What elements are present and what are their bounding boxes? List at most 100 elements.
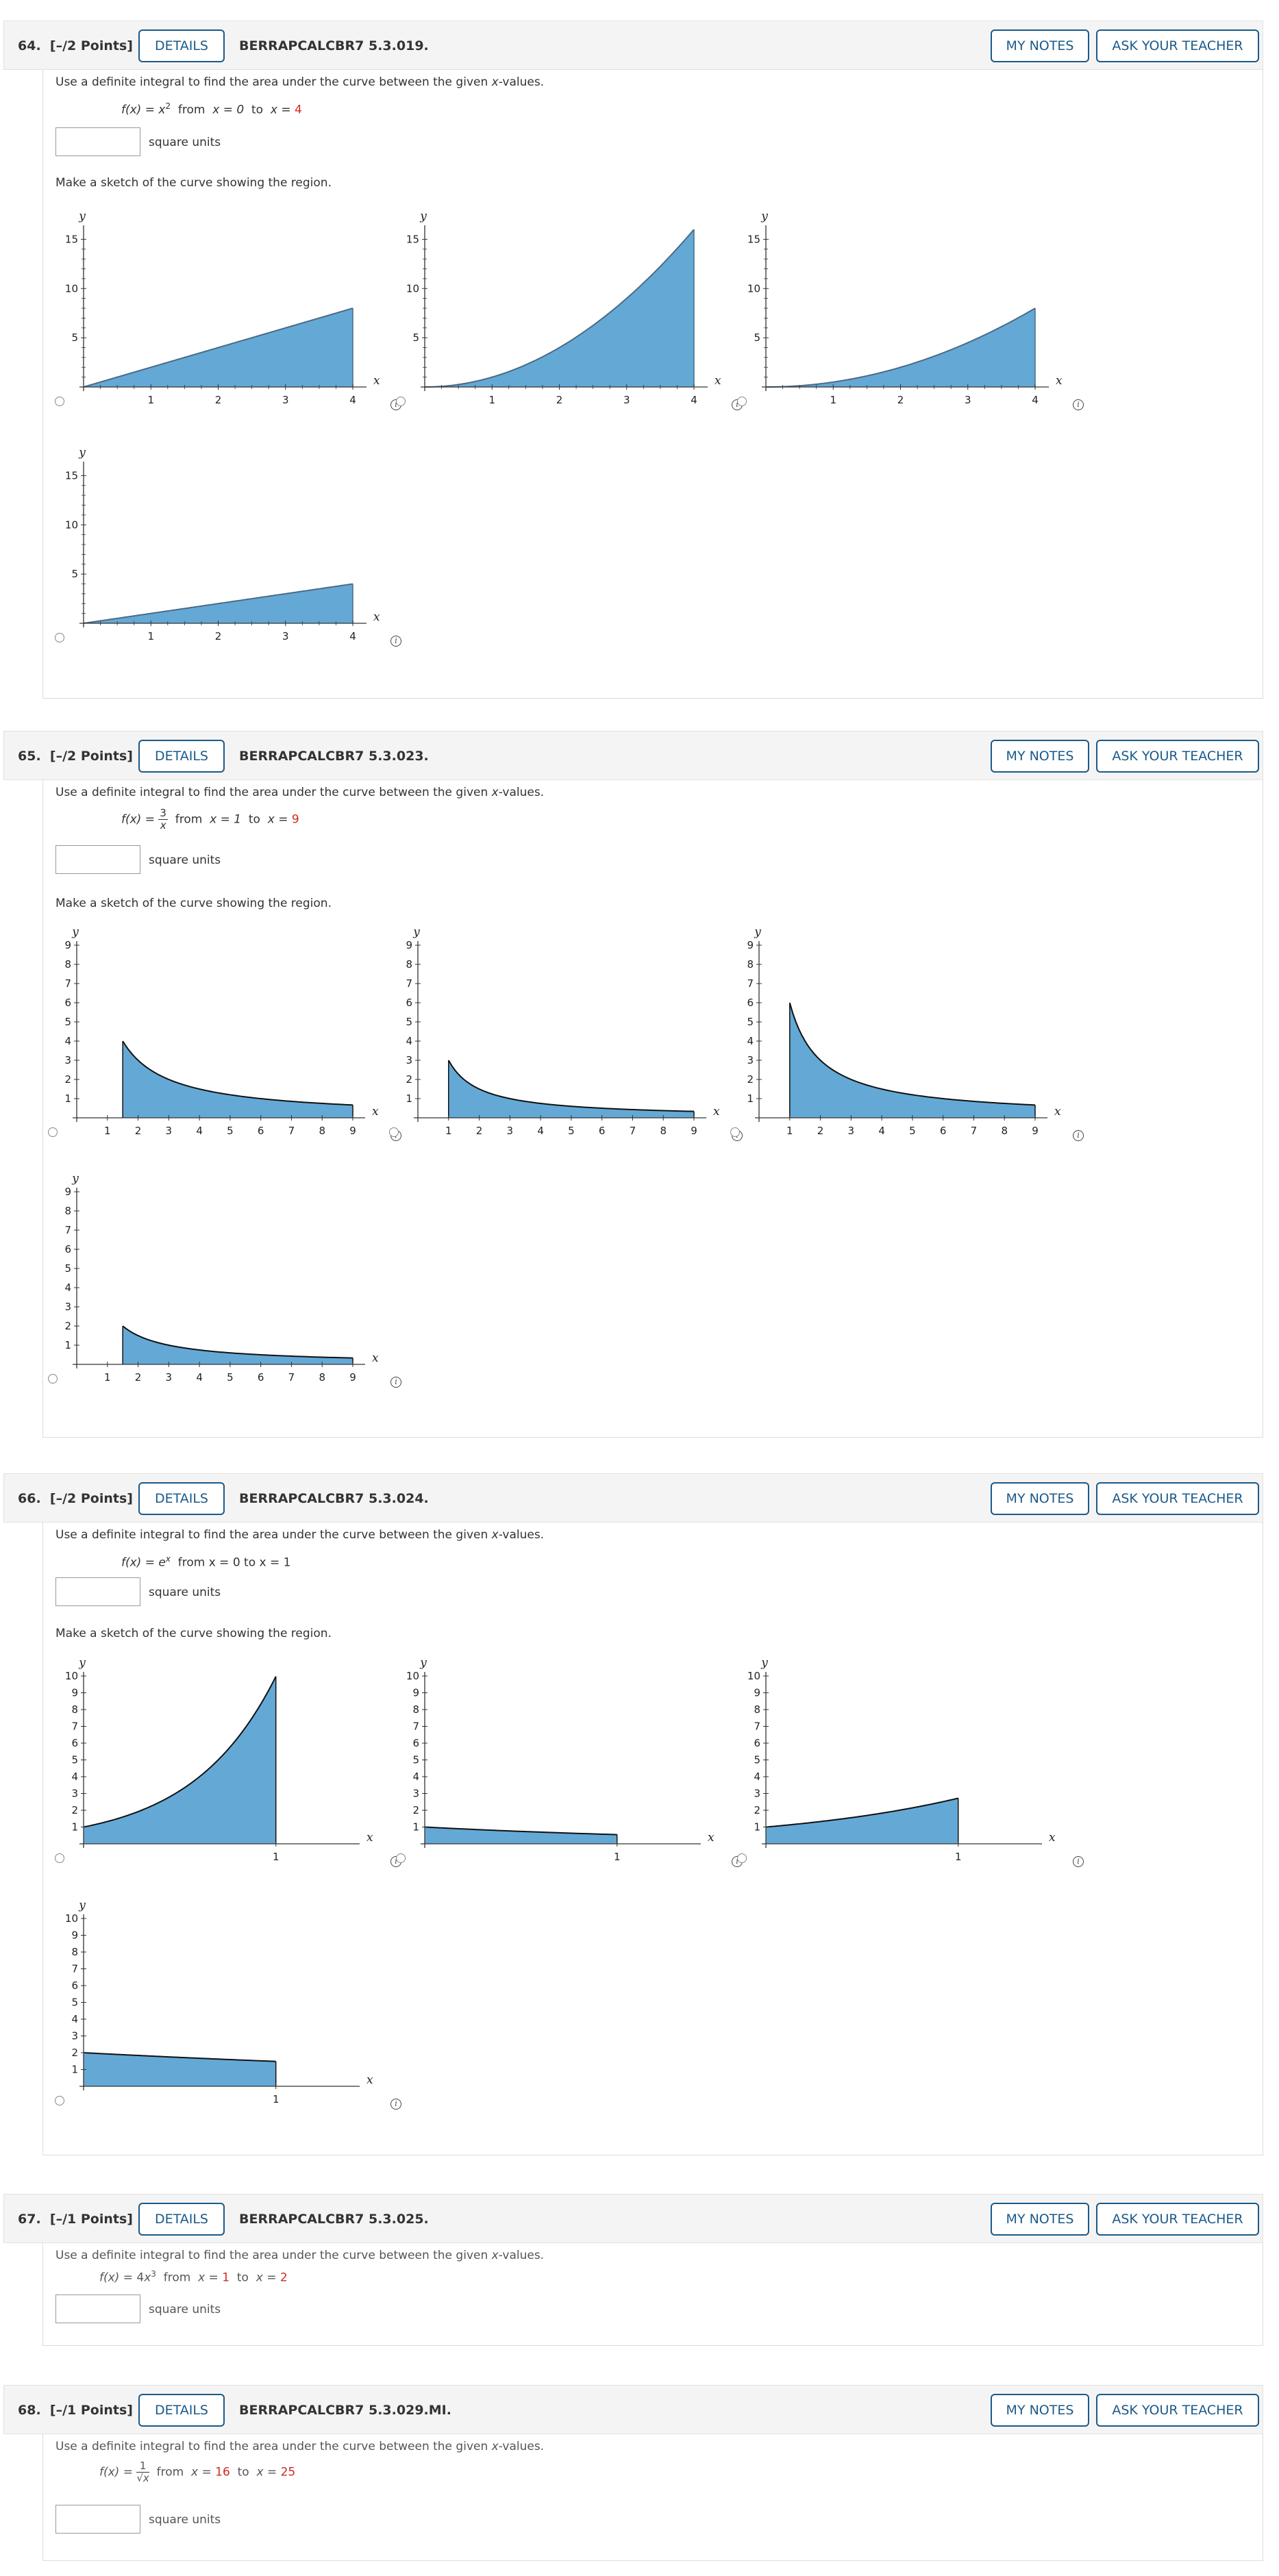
x-tick-label: 3 [507, 1125, 514, 1137]
x-axis-label: x [372, 1105, 379, 1118]
x-axis-label: x [367, 1831, 373, 1845]
y-tick-label: 5 [71, 568, 78, 580]
y-tick-label: 15 [65, 233, 78, 245]
y-tick-label: 7 [64, 1224, 71, 1236]
y-tick-label: 10 [65, 1670, 78, 1682]
ask-teacher-button[interactable]: ASK YOUR TEACHER [1096, 2203, 1259, 2236]
details-button[interactable]: DETAILS [138, 740, 225, 773]
answer-option-radio[interactable] [396, 1853, 406, 1863]
answer-input[interactable] [55, 1577, 140, 1606]
answer-input[interactable] [55, 2294, 140, 2323]
y-tick-label: 5 [71, 332, 78, 344]
y-tick-label: 4 [754, 1771, 760, 1783]
x-tick-label: 6 [258, 1371, 264, 1384]
info-icon[interactable]: i [1073, 1856, 1084, 1867]
info-icon[interactable]: i [390, 636, 401, 647]
x-tick-label: 9 [1032, 1125, 1039, 1137]
info-icon[interactable]: i [1073, 399, 1084, 410]
x-tick-label: 3 [623, 394, 630, 406]
shaded-region [789, 1003, 1035, 1118]
y-tick-label: 6 [754, 1737, 760, 1749]
y-tick-label: 9 [747, 939, 754, 951]
y-tick-label: 3 [412, 1788, 419, 1800]
my-notes-button[interactable]: MY NOTES [991, 740, 1089, 773]
y-tick-label: 6 [64, 997, 71, 1009]
details-button[interactable]: DETAILS [138, 2203, 225, 2236]
y-axis-label: y [419, 210, 427, 223]
my-notes-button[interactable]: MY NOTES [991, 1482, 1089, 1515]
y-tick-label: 5 [406, 1016, 412, 1028]
x-tick-label: 1 [488, 394, 495, 406]
answer-input[interactable] [55, 2505, 140, 2534]
x-tick-label: 1 [273, 1851, 280, 1863]
units-label: square units [149, 1586, 221, 1599]
ask-teacher-button[interactable]: ASK YOUR TEACHER [1096, 1482, 1259, 1515]
question-67-body: Use a definite integral to find the area… [42, 2243, 1263, 2346]
x-tick-label: 9 [691, 1125, 697, 1137]
question-number: 67. [–/1 Points] [18, 2212, 133, 2227]
x-tick-label: 6 [599, 1125, 606, 1137]
curve [424, 229, 695, 388]
y-tick-label: 5 [754, 1754, 760, 1766]
answer-option-radio[interactable] [396, 397, 406, 406]
y-tick-label: 5 [747, 1016, 754, 1028]
x-tick-label: 4 [537, 1125, 544, 1137]
answer-option-radio[interactable] [737, 1853, 747, 1863]
answer-option-radio[interactable] [389, 1127, 399, 1137]
y-tick-label: 9 [71, 1687, 78, 1699]
x-axis-label: x [713, 1105, 720, 1118]
answer-option-radio[interactable] [55, 2096, 64, 2105]
sketch-prompt: Make a sketch of the curve showing the r… [55, 176, 332, 190]
function-expression: f(x) = x2 from x = 0 to x = 4 [121, 101, 302, 117]
answer-option-radio[interactable] [48, 1127, 58, 1137]
points-label: [–/2 Points] [49, 38, 133, 53]
x-tick-label: 1 [786, 1125, 793, 1137]
details-button[interactable]: DETAILS [138, 1482, 225, 1515]
y-tick-label: 5 [412, 332, 419, 344]
info-icon[interactable]: i [390, 1377, 401, 1388]
question-number: 65. [–/2 Points] [18, 749, 133, 764]
my-notes-button[interactable]: MY NOTES [991, 2203, 1089, 2236]
y-tick-label: 1 [71, 2064, 78, 2076]
info-icon[interactable]: i [1073, 1130, 1084, 1141]
y-tick-label: 9 [64, 1186, 71, 1198]
y-tick-label: 6 [747, 997, 754, 1009]
x-tick-label: 4 [691, 394, 697, 406]
graph-q65-option-1: x y 1 2 3 4 5 6 7 8 9 1 2 3 4 5 6 7 8 9 [64, 925, 379, 1137]
x-axis-label: x [373, 610, 380, 624]
answer-option-radio[interactable] [730, 1127, 740, 1137]
answer-input[interactable] [55, 127, 140, 156]
y-tick-label: 1 [754, 1821, 760, 1834]
x-axis-label: x [708, 1831, 715, 1845]
y-tick-label: 1 [747, 1092, 754, 1105]
shaded-region [123, 1326, 353, 1364]
x-tick-label: 1 [273, 2093, 280, 2105]
x-tick-label: 1 [147, 630, 154, 642]
y-tick-label: 8 [64, 958, 71, 971]
ask-teacher-button[interactable]: ASK YOUR TEACHER [1096, 2394, 1259, 2427]
y-tick-label: 4 [71, 1771, 78, 1783]
x-axis-label: x [373, 374, 380, 388]
x-tick-label: 3 [166, 1371, 173, 1384]
x-tick-label: 8 [319, 1371, 325, 1384]
my-notes-button[interactable]: MY NOTES [991, 29, 1089, 62]
question-68-header: 68. [–/1 Points] DETAILS BERRAPCALCBR7 5… [3, 2385, 1263, 2434]
question-66-header: 66. [–/2 Points] DETAILS BERRAPCALCBR7 5… [3, 1473, 1263, 1523]
answer-input[interactable] [55, 845, 140, 874]
answer-option-radio[interactable] [55, 1853, 64, 1863]
answer-option-radio[interactable] [55, 633, 64, 642]
details-button[interactable]: DETAILS [138, 29, 225, 62]
y-tick-label: 15 [65, 469, 78, 482]
x-tick-label: 7 [288, 1371, 295, 1384]
ask-teacher-button[interactable]: ASK YOUR TEACHER [1096, 29, 1259, 62]
shaded-region [123, 1041, 353, 1118]
answer-option-radio[interactable] [55, 397, 64, 406]
answer-option-radio[interactable] [737, 397, 747, 406]
my-notes-button[interactable]: MY NOTES [991, 2394, 1089, 2427]
details-button[interactable]: DETAILS [138, 2394, 225, 2427]
y-axis-label: y [71, 925, 79, 939]
y-tick-label: 15 [747, 233, 760, 245]
answer-option-radio[interactable] [48, 1374, 58, 1384]
ask-teacher-button[interactable]: ASK YOUR TEACHER [1096, 740, 1259, 773]
info-icon[interactable]: i [390, 2099, 401, 2110]
